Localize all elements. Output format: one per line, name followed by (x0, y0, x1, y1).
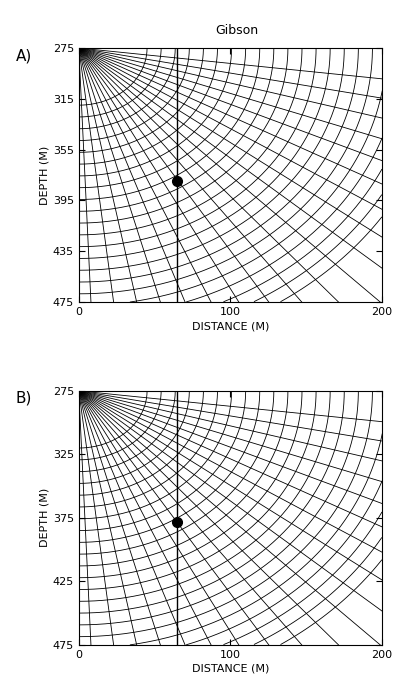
X-axis label: DISTANCE (M): DISTANCE (M) (192, 664, 269, 674)
Text: A): A) (16, 48, 32, 63)
Y-axis label: DEPTH (M): DEPTH (M) (40, 145, 50, 204)
Text: B): B) (16, 391, 32, 406)
Text: Gibson: Gibson (215, 24, 258, 37)
X-axis label: DISTANCE (M): DISTANCE (M) (192, 321, 269, 331)
Y-axis label: DEPTH (M): DEPTH (M) (40, 488, 50, 547)
